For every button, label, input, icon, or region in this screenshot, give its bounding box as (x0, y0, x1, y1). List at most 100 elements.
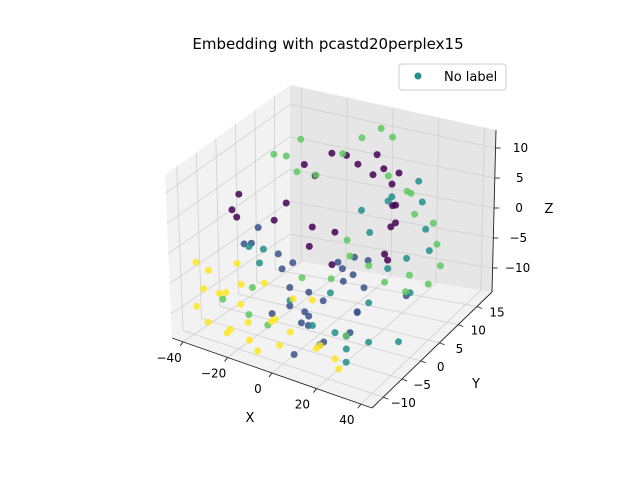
gridline-x-floor (360, 289, 482, 405)
data-point (328, 261, 336, 269)
data-point (377, 124, 385, 132)
data-point (305, 288, 313, 296)
gridline-z-side (169, 201, 291, 284)
data-point (415, 177, 423, 185)
data-point (270, 216, 278, 224)
data-point (327, 275, 335, 283)
data-point (349, 271, 357, 279)
data-point (254, 347, 262, 355)
data-point (381, 250, 389, 258)
data-point (268, 310, 276, 318)
data-point (360, 284, 368, 292)
z-tick-label: 0 (515, 201, 523, 215)
data-point (366, 229, 374, 236)
y-tick-mark (401, 378, 408, 382)
gridline-y-side (195, 152, 202, 319)
data-point (331, 228, 339, 236)
z-tick-label: 5 (516, 171, 524, 185)
x-tick-mark (268, 372, 273, 378)
y-tick-mark (383, 396, 389, 400)
x-tick-label: −40 (156, 351, 181, 365)
data-point (339, 150, 347, 158)
data-point (407, 189, 415, 197)
data-point (312, 344, 320, 352)
gridline-y-side (254, 110, 258, 282)
legend: No label (398, 63, 507, 91)
data-point (331, 355, 339, 363)
data-point (411, 210, 419, 218)
data-point (384, 256, 392, 264)
data-point (254, 224, 262, 231)
data-point (245, 311, 253, 319)
data-point (319, 297, 327, 305)
data-point (305, 242, 313, 250)
data-point (297, 135, 305, 143)
data-point (365, 338, 373, 346)
legend-box (398, 63, 507, 91)
data-point (237, 280, 245, 288)
y-tick-mark (458, 324, 464, 328)
data-point (424, 280, 432, 288)
data-point (429, 219, 437, 227)
gridline-z-back (289, 233, 493, 269)
gridline-y-floor (275, 269, 478, 307)
data-point (425, 247, 433, 255)
data-point (373, 151, 381, 159)
data-point (215, 289, 223, 297)
data-point (192, 258, 200, 266)
data-point (193, 302, 201, 310)
data-point (392, 219, 399, 227)
data-point (297, 319, 305, 327)
data-point (298, 274, 306, 282)
z-tick-label: −5 (509, 231, 527, 245)
data-point (293, 168, 301, 176)
x-tick-mark (224, 357, 228, 362)
x-tick-label: 0 (254, 382, 262, 396)
data-point (365, 299, 373, 307)
x-axis-label: X (246, 411, 255, 426)
y-axis-label: Y (471, 377, 480, 392)
data-point (384, 265, 392, 272)
data-point (289, 295, 297, 303)
gridlines (165, 87, 496, 405)
gridline-z-side (166, 136, 291, 224)
data-point (343, 236, 351, 244)
data-point (339, 277, 347, 285)
z-tick-label: −10 (505, 261, 530, 275)
data-point (274, 250, 282, 258)
data-point (248, 284, 256, 291)
data-point (346, 252, 354, 260)
data-point (301, 308, 309, 316)
x-tick-label: 20 (295, 398, 310, 412)
data-point (256, 259, 263, 267)
legend-marker (414, 72, 422, 80)
left-pane (165, 85, 290, 338)
data-point (290, 351, 298, 358)
gridline-y-floor (238, 293, 440, 344)
data-point (300, 161, 308, 168)
data-point (358, 206, 365, 214)
gridline-y-floor (182, 330, 384, 398)
gridline-y-floor (219, 305, 421, 362)
gridline-y-floor (201, 318, 403, 380)
gridline-y-side (215, 138, 221, 307)
y-tick-label: 15 (489, 306, 504, 320)
data-point (204, 318, 212, 326)
data-point (289, 259, 297, 267)
data-point (278, 265, 286, 273)
data-point (222, 289, 230, 296)
gridline-x-back (480, 127, 485, 291)
data-point (387, 223, 395, 231)
data-point (406, 271, 413, 279)
y-tick-label: −10 (391, 396, 416, 410)
y-tick-mark (420, 360, 426, 364)
data-point (233, 259, 241, 267)
x-tick-label: −20 (201, 366, 226, 380)
y-tick-label: −5 (413, 378, 431, 392)
x-tick-mark (179, 341, 184, 347)
data-point (326, 289, 334, 297)
data-point (286, 328, 294, 336)
z-axis-line (491, 129, 497, 293)
